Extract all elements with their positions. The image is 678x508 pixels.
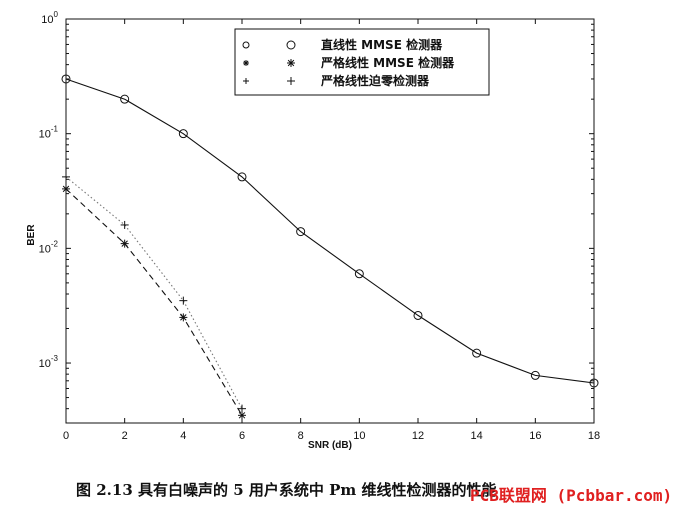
y-tick-exponent: 0 (54, 10, 59, 19)
marker-plus (120, 220, 129, 229)
x-tick-label: 2 (122, 430, 128, 442)
y-tick-label: 10-2 (39, 239, 59, 255)
y-tick-label: 100 (41, 10, 58, 26)
y-tick-exponent: -2 (51, 239, 59, 248)
y-tick-exponent: -1 (51, 125, 59, 134)
x-tick-label: 18 (588, 430, 600, 442)
legend-label-3: 严格线性迫零检测器 (320, 73, 430, 88)
marker-asterisk (179, 313, 188, 322)
series-line-3 (65, 176, 243, 409)
marker-circle (286, 40, 296, 50)
x-tick-label: 8 (298, 430, 304, 442)
marker-circle (237, 172, 247, 182)
marker-plus (62, 172, 70, 181)
y-tick-base: 10 (39, 129, 51, 141)
series-lines (65, 78, 595, 416)
legend-label-2: 严格线性 MMSE 检测器 (320, 55, 455, 70)
x-axis-label: SNR (dB) (308, 440, 352, 451)
x-tick-label: 10 (353, 430, 365, 442)
legend-box (234, 28, 490, 96)
y-axis-label: BER (26, 224, 37, 246)
y-tick-exponent: -3 (51, 354, 59, 363)
marker-plus (179, 296, 188, 305)
marker-circle (530, 370, 540, 380)
marker-circle (354, 269, 364, 279)
marker-asterisk (287, 59, 295, 67)
y-tick-base: 10 (39, 358, 51, 370)
marker-asterisk (238, 411, 246, 420)
marker-plus (287, 77, 295, 85)
marker-circle (413, 310, 423, 320)
marker-asterisk (243, 60, 249, 66)
marker-plus (238, 404, 246, 413)
marker-circle (472, 348, 482, 358)
y-tick-label: 10-1 (39, 125, 59, 141)
watermark-text: PCB联盟网 (Pcbbar.com) (470, 486, 673, 505)
series-markers (61, 74, 599, 420)
marker-circle (242, 41, 250, 49)
x-tick-label: 16 (529, 430, 541, 442)
plot-frame (65, 18, 595, 424)
marker-circle (296, 227, 306, 237)
x-tick-label: 0 (63, 430, 69, 442)
legend-label-1: 直线性 MMSE 检测器 (321, 37, 443, 52)
x-tick-label: 4 (180, 430, 186, 442)
marker-plus (243, 78, 249, 84)
x-tick-label: 12 (412, 430, 424, 442)
x-tick-label: 6 (239, 430, 245, 442)
marker-circle (589, 378, 599, 388)
marker-circle (178, 129, 188, 139)
marker-asterisk (62, 184, 70, 193)
marker-asterisk (120, 239, 129, 248)
series-line-2 (65, 188, 243, 416)
y-tick-base: 10 (41, 14, 53, 26)
marker-circle (120, 94, 130, 104)
y-tick-label: 10-3 (39, 354, 59, 370)
figure-caption: 图 2.13 具有白噪声的 5 用户系统中 Pm 维线性检测器的性能 (76, 481, 497, 499)
y-tick-base: 10 (39, 243, 51, 255)
marker-circle (61, 74, 71, 84)
series-line-1 (65, 78, 595, 384)
x-tick-label: 14 (471, 430, 483, 442)
